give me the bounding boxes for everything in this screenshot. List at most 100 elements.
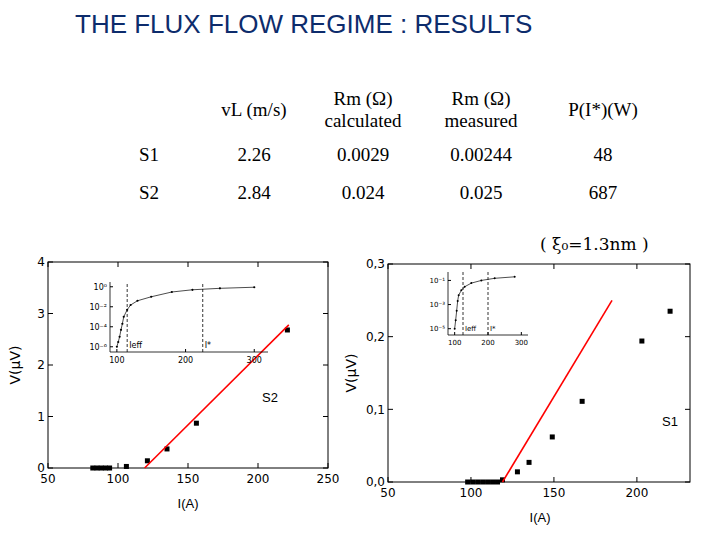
data-point [514, 276, 516, 278]
data-point [124, 464, 129, 469]
title: THE FLUX FLOW REGIME : RESULTS [75, 9, 532, 39]
data-point [219, 287, 221, 289]
y-tick [110, 306, 113, 307]
y-tick [323, 313, 328, 314]
header-cell: P(I*)(W) [539, 84, 667, 136]
series-line [455, 277, 515, 329]
data-point [527, 460, 532, 465]
x-tick-label: 250 [317, 472, 340, 486]
data-point [490, 480, 495, 485]
y-tick-label: 10⁻⁵ [430, 325, 446, 333]
data-point [470, 480, 475, 485]
series-label: S2 [262, 390, 278, 405]
x-tick [188, 262, 189, 267]
data-point [116, 346, 118, 348]
table-cell: 48 [539, 136, 667, 174]
x-tick [254, 349, 255, 352]
y-tick-label: 0,2 [366, 330, 385, 344]
y-tick [48, 416, 53, 417]
y-tick-label: 0,0 [366, 475, 385, 489]
data-point [136, 300, 138, 302]
y-tick [48, 365, 53, 366]
data-point [120, 329, 122, 331]
y-tick-label: 10⁻² [89, 303, 107, 312]
data-point [456, 310, 458, 312]
x-tick [636, 477, 637, 482]
x-tick [48, 262, 49, 267]
x-tick-label: 200 [625, 486, 648, 500]
x-tick [454, 332, 455, 335]
marker-line-label: I* [205, 341, 211, 350]
x-axis [110, 352, 268, 353]
data-point [485, 480, 490, 485]
x-tick [48, 463, 49, 468]
marker-line [127, 282, 128, 352]
data-point [126, 309, 128, 311]
y-tick [110, 326, 113, 327]
plot-frame [48, 262, 328, 468]
y-tick-label: 10⁻³ [430, 301, 446, 309]
chart: 501001502000,00,10,20,3S1I(A)V(μV) [343, 257, 690, 525]
table-cell: 0.024 [303, 174, 423, 212]
x-tick [116, 349, 117, 352]
data-point [465, 480, 470, 485]
data-group [454, 272, 516, 335]
data-point [117, 341, 119, 343]
y-tick [685, 482, 690, 483]
y-tick [48, 262, 53, 263]
table-cell: 0.00244 [423, 136, 539, 174]
y-tick [48, 468, 53, 469]
y-tick [323, 468, 328, 469]
header-cell: vL (m/s) [205, 84, 303, 136]
data-point [455, 319, 457, 321]
x-tick [328, 262, 329, 267]
data-point [480, 279, 482, 281]
results-table: vL (m/s)Rm (Ω) calculatedRm (Ω) measured… [135, 84, 667, 212]
data-point [460, 289, 462, 291]
series-line [145, 325, 289, 468]
chart: 5010015020025001234S2I(A)V(μV) [7, 255, 339, 511]
y-tick-label: 10⁻⁴ [89, 323, 107, 332]
marker-line-label: Ieff [129, 341, 142, 350]
data-point [475, 480, 480, 485]
y-tick [110, 286, 113, 287]
table-cell: 0.025 [423, 174, 539, 212]
table-row: S22.840.0240.025687 [135, 174, 667, 212]
table-cell: 687 [539, 174, 667, 212]
data-point [580, 399, 585, 404]
header-row: vL (m/s)Rm (Ω) calculatedRm (Ω) measured… [135, 84, 667, 136]
x-tick [470, 264, 471, 269]
data-group [116, 282, 256, 352]
y-axis [110, 282, 111, 352]
x-tick [118, 463, 119, 468]
series-label: S1 [662, 414, 678, 429]
data-point [457, 300, 459, 302]
data-point [550, 434, 555, 439]
data-point [191, 289, 193, 291]
x-tick [636, 264, 637, 269]
x-tick-label: 200 [178, 356, 193, 365]
y-tick [323, 365, 328, 366]
y-tick-label: 10⁰ [94, 283, 107, 292]
x-tick [553, 264, 554, 269]
y-tick [388, 482, 393, 483]
x-axis-label: I(A) [530, 510, 551, 525]
y-tick [48, 313, 53, 314]
y-tick-label: 10⁻¹ [430, 277, 446, 285]
x-tick-label: 100 [107, 472, 130, 486]
x-tick-label: 150 [542, 486, 565, 500]
note: ( ξ₀=1.3nm ) [540, 234, 649, 254]
y-tick-label: 2 [37, 358, 45, 372]
chart: 10020030010⁻¹10⁻³10⁻⁵IeffI* [430, 272, 528, 347]
y-tick-label: 0,3 [366, 257, 385, 271]
x-tick-label: 100 [448, 339, 461, 347]
x-tick [188, 463, 189, 468]
data-point [171, 291, 173, 293]
header-cell: Rm (Ω) calculated [303, 84, 423, 136]
y-tick [685, 336, 690, 337]
data-point [494, 277, 496, 279]
x-tick-label: 300 [515, 339, 528, 347]
x-tick [258, 463, 259, 468]
series-line [117, 287, 254, 347]
data-point [480, 480, 485, 485]
